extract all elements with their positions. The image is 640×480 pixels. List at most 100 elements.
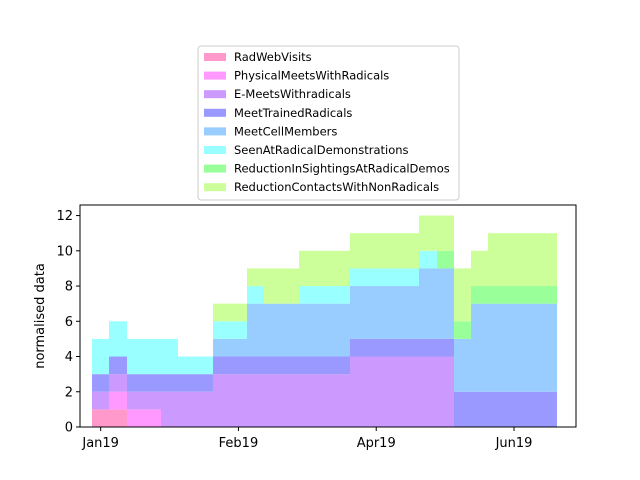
legend-label: ReductionContactsWithNonRadicals bbox=[234, 180, 439, 194]
bar-segment bbox=[368, 233, 385, 269]
bar-segment bbox=[385, 286, 402, 339]
bar-segment bbox=[454, 338, 471, 392]
bar-segment bbox=[299, 286, 316, 304]
bar-segment bbox=[419, 250, 437, 269]
bar-segment bbox=[92, 391, 109, 410]
bar-segment bbox=[385, 338, 402, 357]
bar-segment bbox=[385, 268, 402, 287]
bar-segment bbox=[282, 268, 299, 304]
bar-segment bbox=[316, 303, 333, 357]
bar-segment bbox=[488, 303, 505, 392]
bar-segment bbox=[109, 391, 127, 410]
bar-segment bbox=[247, 303, 264, 357]
bar-segment bbox=[505, 303, 523, 392]
bar-segment bbox=[540, 233, 557, 287]
bar-segment bbox=[454, 268, 471, 322]
bar-segment bbox=[127, 338, 144, 375]
bar-segment bbox=[368, 356, 385, 427]
x-tick-label: Feb19 bbox=[219, 436, 259, 451]
legend-swatch bbox=[204, 164, 226, 173]
bar-segment bbox=[437, 215, 454, 251]
legend-swatch bbox=[204, 183, 226, 192]
bar-segment bbox=[92, 374, 109, 392]
legend-label: RadWebVisits bbox=[234, 50, 312, 64]
bar-segment bbox=[454, 391, 471, 427]
bar-segment bbox=[368, 268, 385, 287]
y-tick-label: 6 bbox=[65, 315, 73, 330]
bar-segment bbox=[437, 250, 454, 269]
bar-segment bbox=[523, 391, 540, 427]
x-tick-label: Jan19 bbox=[81, 436, 119, 451]
bar-segment bbox=[247, 286, 264, 304]
bar-segment bbox=[299, 250, 316, 287]
bar-segment bbox=[488, 233, 505, 287]
bar-segment bbox=[419, 215, 437, 251]
bar-segment bbox=[109, 409, 127, 427]
bar-segment bbox=[195, 374, 213, 392]
bar-segment bbox=[247, 356, 264, 375]
bar-segment bbox=[230, 338, 247, 357]
bar-segment bbox=[368, 338, 385, 357]
bar-segment bbox=[350, 338, 368, 357]
y-tick-label: 8 bbox=[65, 280, 73, 295]
bar-segment bbox=[368, 286, 385, 339]
bar-segment bbox=[230, 321, 247, 339]
legend: RadWebVisits PhysicalMeetsWithRadicals E-M… bbox=[197, 45, 460, 201]
bar-segment bbox=[264, 374, 282, 427]
bar-segment bbox=[488, 391, 505, 427]
bar-segment bbox=[264, 356, 282, 375]
bar-segment bbox=[299, 356, 316, 375]
x-tick-label: Apr19 bbox=[357, 436, 396, 451]
bar-segment bbox=[402, 268, 419, 287]
bar-segment bbox=[471, 250, 488, 287]
bar-segment bbox=[419, 268, 437, 339]
bar-segment bbox=[299, 374, 316, 427]
bar-segment bbox=[127, 409, 144, 427]
bar-segment bbox=[127, 391, 144, 410]
x-tick-label: Jun19 bbox=[495, 436, 533, 451]
y-tick-label: 4 bbox=[65, 350, 73, 365]
bar-segment bbox=[333, 250, 350, 287]
bar-segment bbox=[523, 233, 540, 287]
bar-segment bbox=[282, 356, 299, 375]
bar-segment bbox=[247, 374, 264, 427]
legend-label: PhysicalMeetsWithRadicals bbox=[234, 69, 389, 83]
bar-segment bbox=[437, 338, 454, 357]
bar-segment bbox=[161, 374, 178, 392]
bar-segment bbox=[402, 356, 419, 427]
y-tick-label: 10 bbox=[56, 244, 73, 259]
bar-segment bbox=[419, 338, 437, 357]
legend-label: MeetTrainedRadicals bbox=[234, 106, 352, 120]
bar-segment bbox=[540, 391, 557, 427]
bar-segment bbox=[350, 268, 368, 287]
y-tick-label: 0 bbox=[65, 421, 73, 436]
bar-segment bbox=[144, 374, 161, 392]
bar-segment bbox=[144, 409, 161, 427]
bar-segment bbox=[264, 268, 282, 304]
bar-segment bbox=[213, 374, 230, 427]
bar-segment bbox=[178, 374, 195, 392]
bar-segment bbox=[437, 268, 454, 339]
bar-segment bbox=[505, 391, 523, 427]
bar-segment bbox=[437, 356, 454, 427]
bar-segment bbox=[92, 338, 109, 375]
bar-segment bbox=[471, 391, 488, 427]
bar-segment bbox=[144, 338, 161, 375]
bar-segment bbox=[282, 374, 299, 427]
bar-segment bbox=[316, 356, 333, 375]
legend-label: E-MeetsWithradicals bbox=[234, 87, 351, 101]
legend-swatch bbox=[204, 127, 226, 136]
bar-segment bbox=[402, 286, 419, 339]
bar-segment bbox=[454, 321, 471, 339]
bar-segment bbox=[350, 233, 368, 269]
bar-segment bbox=[333, 286, 350, 304]
bar-segment bbox=[316, 250, 333, 287]
bar-segment bbox=[350, 286, 368, 339]
bar-segment bbox=[109, 374, 127, 392]
bar-segment bbox=[385, 356, 402, 427]
legend-swatch bbox=[204, 90, 226, 99]
bar-segment bbox=[230, 374, 247, 427]
bar-segment bbox=[195, 391, 213, 427]
bar-segment bbox=[385, 233, 402, 269]
bar-segment bbox=[505, 233, 523, 287]
